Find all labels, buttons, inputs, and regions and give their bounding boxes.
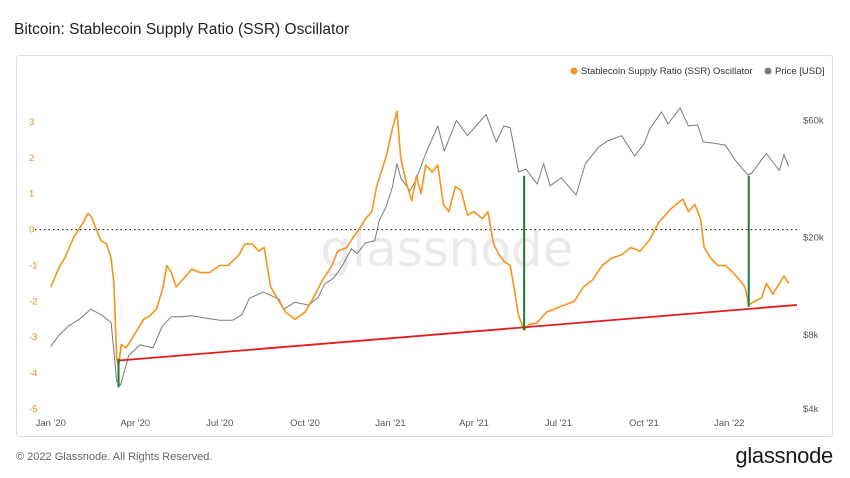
support-trendline (118, 304, 798, 362)
x-axis-tick: Jul '20 (206, 418, 233, 429)
right-axis-tick: $20k (803, 232, 824, 243)
left-axis-tick: 3 (29, 117, 34, 128)
x-axis-tick: Jul '21 (545, 418, 572, 429)
left-axis-tick: -1 (29, 260, 37, 271)
price-line (50, 107, 790, 386)
ssr-oscillator-line (50, 110, 790, 367)
legend-swatch-ssr (570, 67, 578, 75)
copyright-text: © 2022 Glassnode. All Rights Reserved. (16, 451, 213, 463)
x-axis-tick: Jan '21 (375, 418, 405, 429)
page-title: Bitcoin: Stablecoin Supply Ratio (SSR) O… (14, 21, 350, 38)
legend-swatch-price (764, 67, 772, 75)
left-axis-tick: 2 (29, 153, 34, 164)
legend-price-label[interactable]: Price [USD] (775, 66, 825, 77)
x-axis-tick: Apr '20 (120, 418, 150, 429)
legend-ssr-label[interactable]: Stablecoin Supply Ratio (SSR) Oscillator (581, 66, 753, 77)
left-axis-tick: 1 (29, 189, 34, 200)
ssr-chart: glassnode 3 2 1 0 -1 -2 -3 -4 -5 $60k $20k $8k $4k Ja… (29, 66, 825, 429)
right-axis-tick: $8k (803, 330, 819, 341)
glassnode-logo[interactable]: glassnode (735, 443, 833, 468)
x-axis-tick: Oct '20 (290, 418, 320, 429)
left-axis-tick: -3 (29, 332, 37, 343)
x-axis-tick: Oct '21 (629, 418, 659, 429)
left-axis-tick: -2 (29, 296, 37, 307)
left-axis-tick: -5 (29, 404, 37, 415)
right-axis-tick: $4k (803, 404, 819, 415)
x-axis-tick: Jan '22 (714, 418, 744, 429)
watermark-text: glassnode (320, 220, 573, 278)
right-axis-tick: $60k (803, 115, 824, 126)
left-axis-tick: -4 (29, 368, 37, 379)
left-axis-tick: 0 (29, 225, 34, 236)
x-axis-tick: Apr '21 (459, 418, 489, 429)
x-axis-tick: Jan '20 (36, 418, 66, 429)
chart-panel: glassnode 3 2 1 0 -1 -2 -3 -4 -5 $60k $20k $8k $4k Ja… (16, 55, 833, 437)
